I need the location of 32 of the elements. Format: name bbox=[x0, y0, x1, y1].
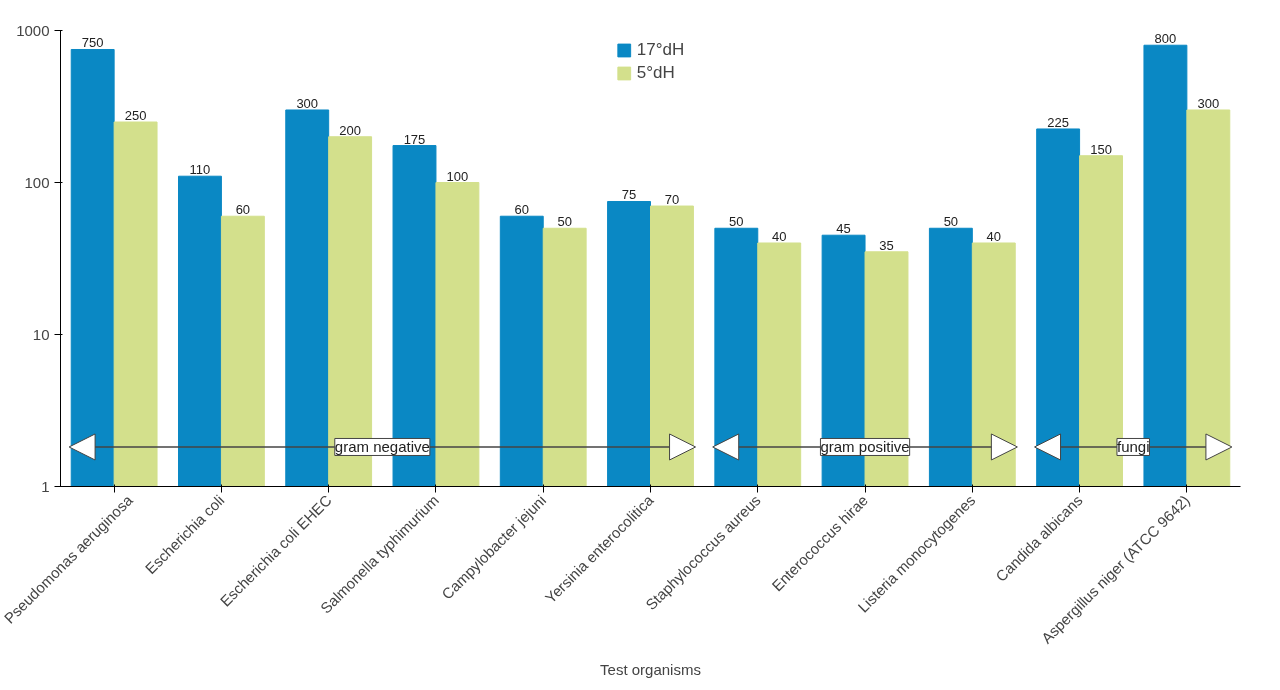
data-label: 250 bbox=[124, 108, 147, 124]
data-label: 300 bbox=[296, 95, 319, 111]
data-label: 70 bbox=[664, 192, 680, 208]
data-label: 60 bbox=[235, 202, 251, 218]
data-label: 750 bbox=[81, 35, 104, 51]
data-label: 50 bbox=[943, 214, 959, 230]
data-label: 175 bbox=[403, 131, 426, 147]
data-label: 100 bbox=[446, 168, 469, 184]
annotation: gram positive bbox=[820, 438, 910, 456]
data-label: 200 bbox=[339, 122, 361, 138]
y-tick-label: 100 bbox=[24, 173, 50, 191]
annotation: gram negative bbox=[334, 438, 430, 456]
data-label: 40 bbox=[772, 228, 787, 244]
data-label: 50 bbox=[729, 214, 744, 230]
data-label: 40 bbox=[986, 228, 1002, 244]
data-label: 225 bbox=[1047, 114, 1069, 130]
data-label: 60 bbox=[514, 202, 530, 218]
data-label: 50 bbox=[557, 214, 572, 230]
y-tick-label: 1 bbox=[41, 477, 50, 495]
data-label: 75 bbox=[621, 187, 637, 203]
data-label: 110 bbox=[189, 162, 211, 178]
data-label: 45 bbox=[836, 221, 851, 237]
data-label: 300 bbox=[1197, 95, 1220, 111]
legend-label: 17°dH bbox=[636, 40, 685, 60]
legend-label: 5°dH bbox=[636, 63, 675, 83]
x-axis-title: Test organisms bbox=[600, 660, 701, 678]
data-label: 800 bbox=[1154, 31, 1177, 47]
data-label: 35 bbox=[879, 237, 894, 253]
annotation: fungi bbox=[1116, 438, 1150, 456]
data-label: 150 bbox=[1090, 141, 1112, 157]
y-tick-label: 10 bbox=[32, 325, 50, 343]
y-tick-label: 1000 bbox=[16, 21, 50, 39]
